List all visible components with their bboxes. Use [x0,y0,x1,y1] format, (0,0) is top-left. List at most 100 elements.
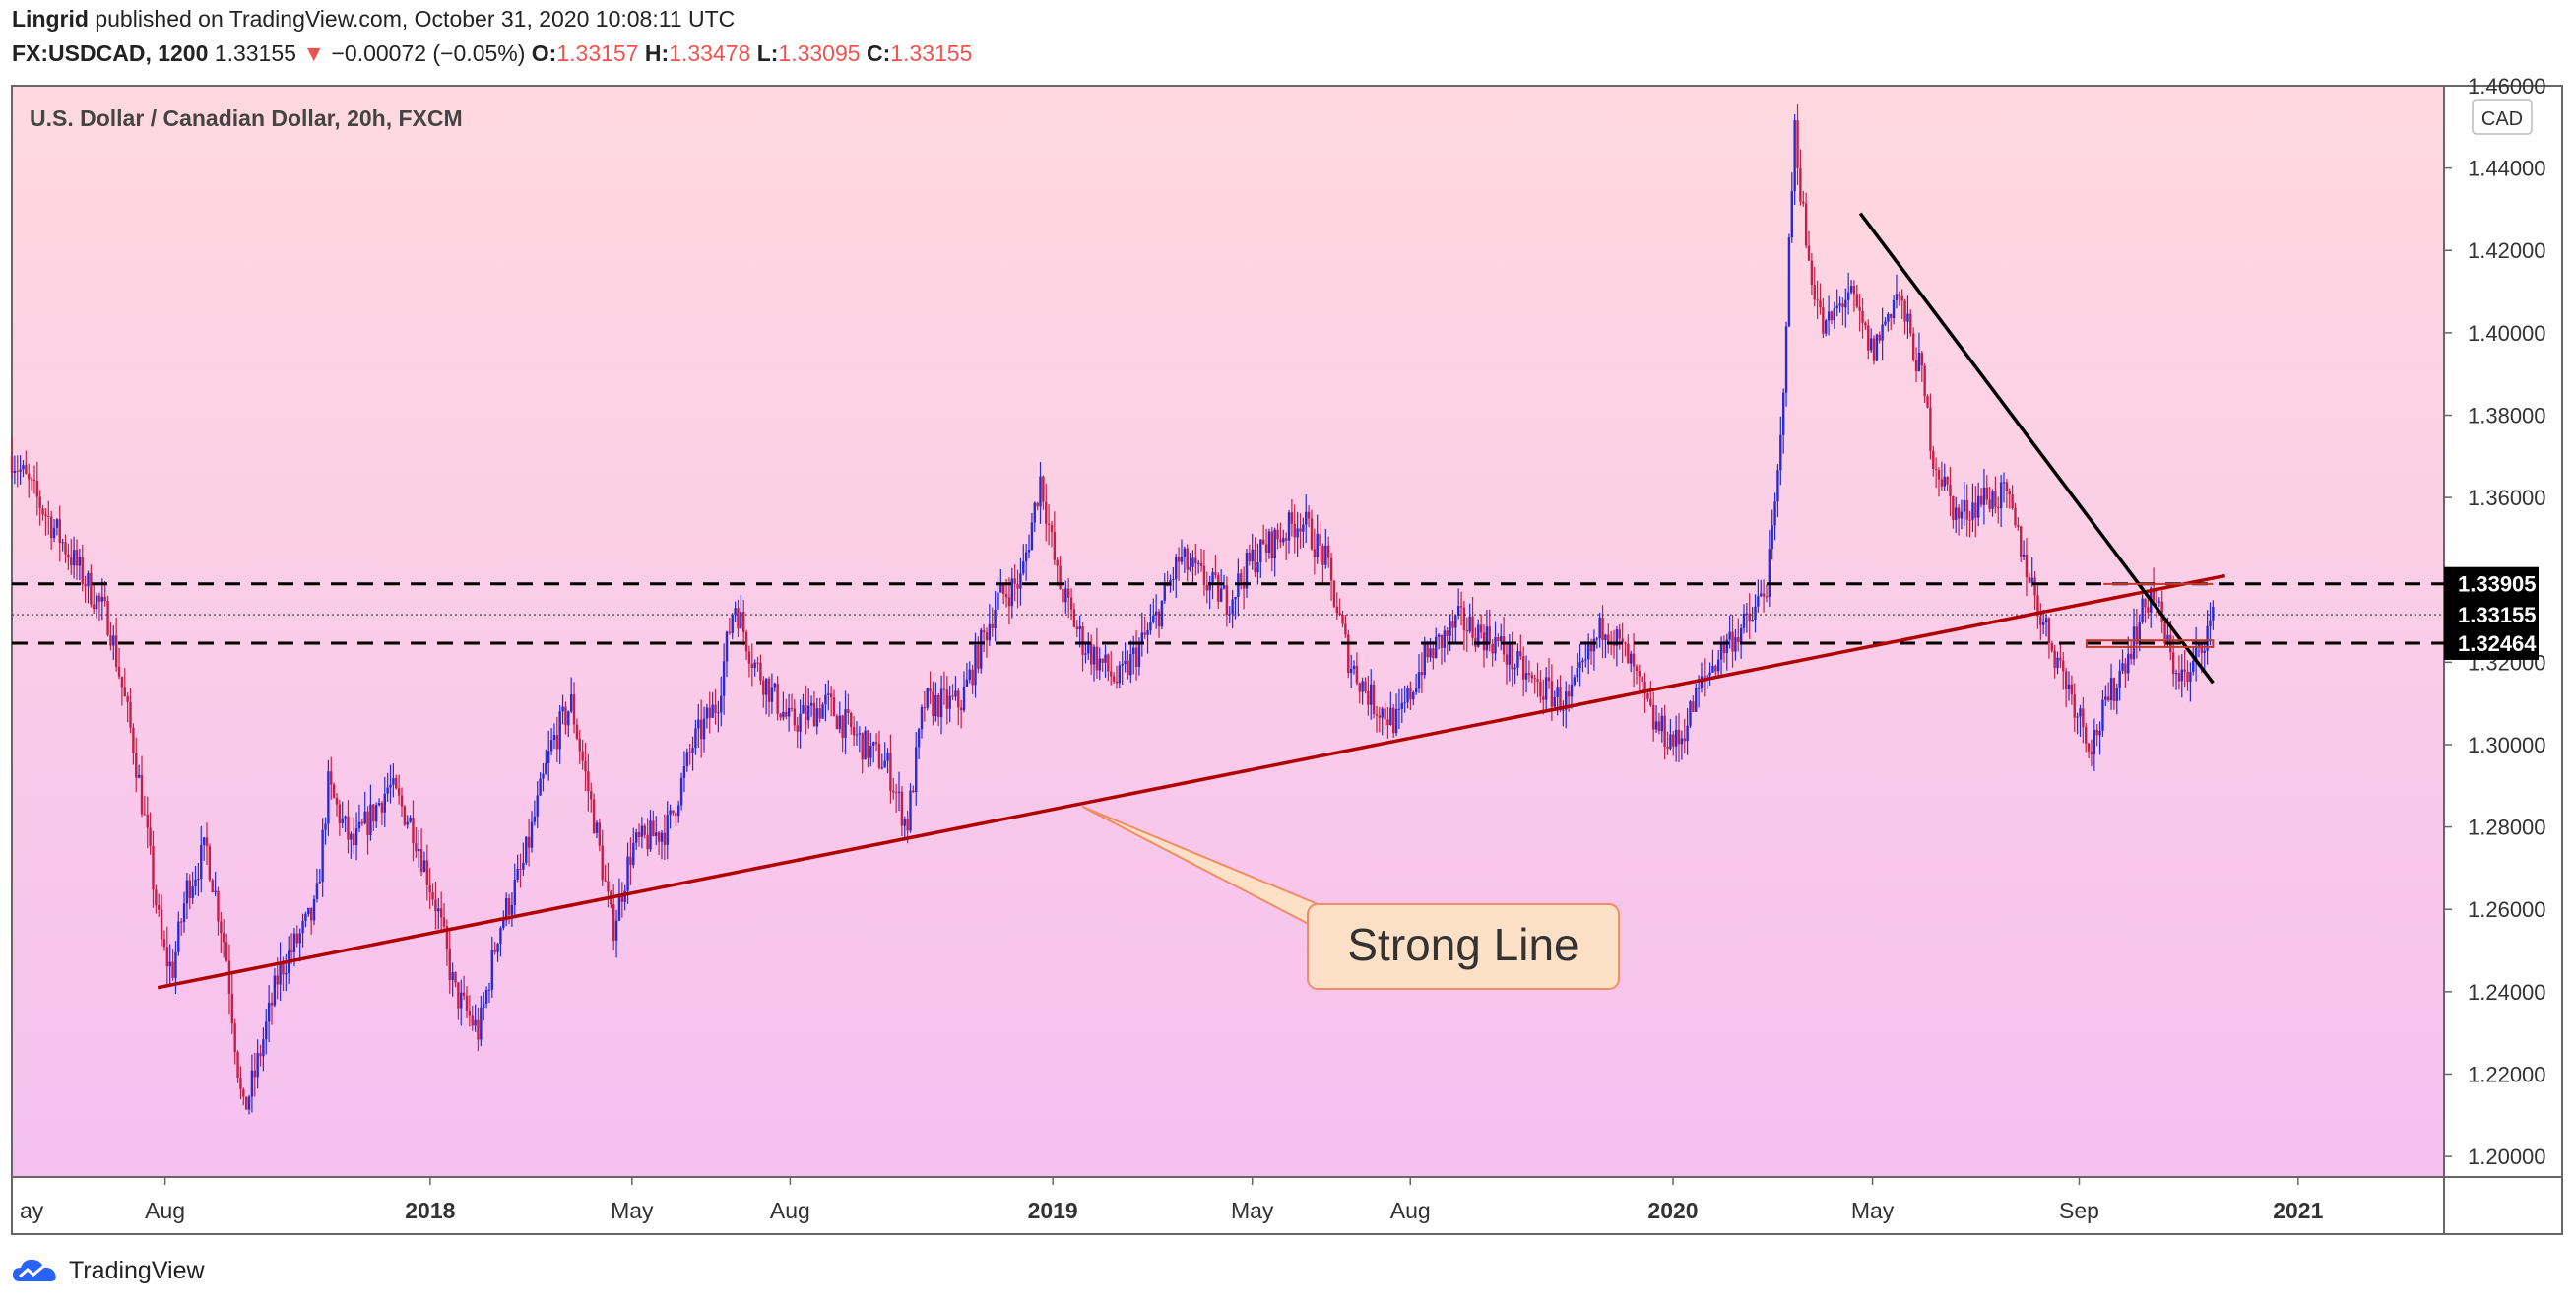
candle-body [2002,482,2006,484]
candle-body [493,950,496,952]
candle-body [702,718,706,740]
candle-body [1900,295,1903,301]
candle-body [1273,529,1276,558]
open-label: O: [531,40,557,66]
candle-body [1036,502,1039,507]
candle-body [2022,554,2026,557]
candle-body [1855,294,1858,307]
candle-body [1127,660,1129,676]
author-name[interactable]: Lingrid [12,6,89,32]
support-trendline[interactable] [157,573,2226,990]
candle-body [1895,294,1899,301]
candle-body [1728,631,1731,640]
callout-box[interactable] [1307,903,1620,990]
range-rectangle[interactable] [2085,639,2215,648]
candle-body [1754,606,1757,620]
candle-body [2197,644,2201,647]
candle-body [1906,313,1909,322]
candle-body [1290,512,1294,524]
candle-body [773,683,776,688]
candle-body [468,1010,472,1016]
time-axis[interactable]: ay Aug 2018 May Aug 2019 May Aug 2020 May Sep 2021 [11,1177,2324,1223]
candle-body [601,845,604,881]
candle-body [93,604,96,610]
open-value: 1.33157 [556,40,639,66]
candle-body [968,669,971,680]
candle-body [165,947,169,967]
candle-body [1451,621,1454,628]
candle-body [926,688,929,708]
candle-body [1004,594,1008,598]
candle-body [1302,524,1305,532]
candle-body [1858,306,1861,311]
candle-body [1053,531,1057,560]
chart-pane[interactable] [12,86,2444,1177]
candle-body [1456,606,1460,616]
candle-body [604,880,607,882]
candle-body [1875,334,1879,361]
candle-body [1565,691,1568,710]
candle-body [2118,670,2121,688]
candle-body [1711,666,1714,673]
candle-body [790,707,794,709]
candle-body [1384,708,1386,720]
candle-body [1601,617,1604,641]
candle-body [217,890,220,922]
candle-body [1739,627,1743,643]
candle-body [35,481,39,497]
candle-body [1234,596,1237,600]
level-price-tag [2444,598,2539,632]
candle-body [454,972,457,983]
candle-body [1722,641,1726,654]
candle-body [448,948,451,981]
currency-button[interactable] [2472,99,2533,135]
candle-body [2095,729,2098,736]
candle-body [2141,598,2144,622]
candle-body [1326,545,1330,558]
candle-body [462,992,466,996]
candle-body [182,903,186,923]
candle-body [2106,696,2110,701]
candle-body [1898,294,1901,296]
candle-body [1465,630,1468,632]
candle-body [1497,637,1500,642]
published-text: published on TradingView.com, October 31… [95,6,736,32]
candle-body [2192,660,2195,672]
candle-body [1988,499,1991,509]
candle-body [2157,601,2161,603]
candle-body [200,844,203,880]
candle-body [502,919,505,929]
candle-body [663,832,667,845]
candle-body [2166,634,2169,644]
y-tick-label-partial: 1.46000 [2468,74,2546,98]
candle-body [1516,651,1519,668]
resistance-trendline[interactable] [1858,212,2215,685]
candle-body [1867,325,1870,351]
candle-body [1784,326,1788,393]
candle-body [1409,688,1412,700]
candle-body [1488,626,1491,644]
candle-body [1449,621,1451,636]
candle-body [595,822,599,834]
candle-body [829,693,833,698]
candle-body [155,889,158,906]
candle-body [1381,708,1384,718]
candle-body [1205,585,1209,591]
candle-body [2085,727,2088,744]
candle-body [985,632,989,641]
candle-body [1172,579,1175,581]
candle-body [1965,499,1968,520]
candle-body [135,753,138,778]
candle-body [880,767,884,769]
candle-body [41,508,44,515]
candle-body [386,787,389,794]
tradingview-logo[interactable]: TradingView [12,1256,205,1285]
candle-body [374,805,378,822]
candle-body [2050,643,2053,651]
price-axis[interactable]: 1.20000 1.22000 1.24000 1.26000 1.28000 1.300… [2444,74,2546,1169]
candle-body [660,832,664,842]
candle-body [903,819,906,826]
candle-body [626,856,629,891]
candle-body [282,961,285,975]
